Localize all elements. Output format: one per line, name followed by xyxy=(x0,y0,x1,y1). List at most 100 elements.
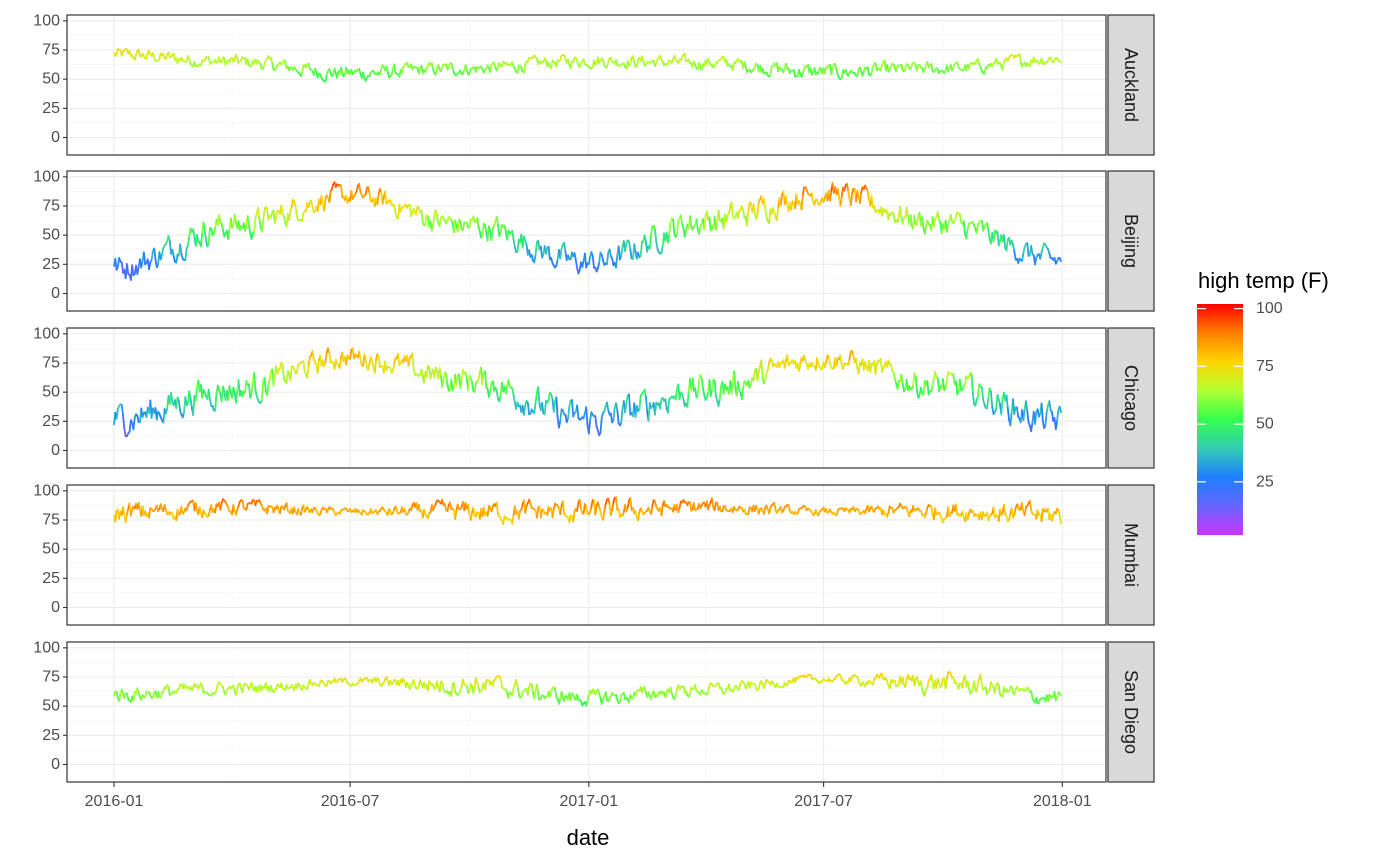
line-segment xyxy=(140,259,144,269)
line-segment xyxy=(555,396,559,419)
line-segment xyxy=(717,681,721,690)
line-segment xyxy=(530,254,534,262)
line-segment xyxy=(628,240,632,251)
line-segment xyxy=(196,234,200,243)
line-segment xyxy=(537,692,541,701)
line-segment xyxy=(155,410,160,421)
line-segment xyxy=(302,360,306,373)
line-segment xyxy=(827,355,831,365)
line-segment xyxy=(233,213,237,223)
line-segment xyxy=(692,502,697,512)
line-segment xyxy=(526,401,531,416)
line-segment xyxy=(253,217,257,234)
line-segment xyxy=(970,373,974,394)
line-segment xyxy=(1058,257,1062,262)
line-segment xyxy=(486,505,490,517)
line-segment xyxy=(582,411,586,420)
line-segment xyxy=(115,407,119,420)
line-segment xyxy=(384,190,388,205)
line-segment xyxy=(533,401,537,415)
line-segment xyxy=(703,215,707,231)
line-segment xyxy=(548,689,553,698)
line-segment xyxy=(340,66,344,75)
y-tick-label: 75 xyxy=(42,355,60,372)
line-segment xyxy=(394,211,398,219)
line-segment xyxy=(866,190,870,201)
line-segment xyxy=(1022,407,1026,422)
line-segment xyxy=(432,213,436,226)
line-segment xyxy=(634,510,638,519)
line-segment xyxy=(725,214,729,224)
line-segment xyxy=(866,66,870,76)
line-segment xyxy=(188,390,192,400)
line-segment xyxy=(301,212,305,222)
line-segment xyxy=(270,56,274,64)
line-segment xyxy=(635,59,639,68)
line-segment xyxy=(115,691,119,700)
line-segment xyxy=(511,514,515,525)
y-tick-label: 100 xyxy=(33,325,60,342)
line-segment xyxy=(1044,410,1048,427)
line-segment xyxy=(655,241,659,250)
line-segment xyxy=(698,225,702,235)
line-segment xyxy=(633,243,637,253)
line-segment xyxy=(245,503,249,511)
line-segment xyxy=(615,402,619,412)
line-segment xyxy=(294,205,298,218)
line-segment xyxy=(235,389,239,404)
line-segment xyxy=(320,194,324,207)
line-segment xyxy=(713,379,717,397)
line-segment xyxy=(472,685,476,695)
line-segment xyxy=(241,499,245,509)
line-segment xyxy=(516,685,520,695)
line-segment xyxy=(250,380,254,396)
line-segment xyxy=(310,199,314,208)
line-segment xyxy=(949,213,953,223)
line-segment xyxy=(120,404,124,417)
line-segment xyxy=(436,680,440,689)
line-segment xyxy=(892,371,896,381)
line-segment xyxy=(973,680,977,692)
line-segment xyxy=(438,680,442,693)
line-segment xyxy=(574,259,579,269)
line-segment xyxy=(436,214,440,225)
line-segment xyxy=(393,204,397,214)
line-segment xyxy=(1003,504,1007,516)
line-segment xyxy=(192,395,196,417)
line-segment xyxy=(392,362,396,372)
line-segment xyxy=(425,364,429,378)
line-segment xyxy=(420,209,424,223)
facet-san-diego: San Diego 0 25 50 75 100 xyxy=(33,639,1155,783)
line-segment xyxy=(468,67,472,76)
line-segment xyxy=(434,66,438,76)
line-segment xyxy=(683,229,687,238)
facet-auckland: Auckland 0 25 50 75 100 xyxy=(33,12,1155,156)
line-segment xyxy=(454,508,458,520)
line-segment xyxy=(472,506,476,517)
line-segment xyxy=(932,217,937,228)
line-segment xyxy=(624,401,628,414)
line-segment xyxy=(430,62,435,71)
line-segment xyxy=(512,394,516,404)
line-segment xyxy=(944,678,948,690)
line-segment xyxy=(203,230,208,242)
line-segment xyxy=(776,206,780,222)
x-tick-label: 2016-07 xyxy=(321,793,380,810)
line-segment xyxy=(637,511,641,522)
line-segment xyxy=(539,508,543,519)
line-segment xyxy=(773,501,777,512)
line-segment xyxy=(585,505,589,515)
line-segment xyxy=(534,391,538,404)
line-segment xyxy=(454,219,458,227)
line-segment xyxy=(316,359,320,374)
line-segment xyxy=(1028,499,1033,511)
line-segment xyxy=(578,498,582,511)
line-segment xyxy=(691,377,695,392)
line-segment xyxy=(452,681,457,693)
y-tick-label: 75 xyxy=(42,42,60,59)
y-tick-label: 0 xyxy=(51,756,60,773)
line-segment xyxy=(870,65,874,75)
line-segment xyxy=(248,383,252,399)
line-segment xyxy=(145,52,149,60)
line-segment xyxy=(488,390,492,398)
